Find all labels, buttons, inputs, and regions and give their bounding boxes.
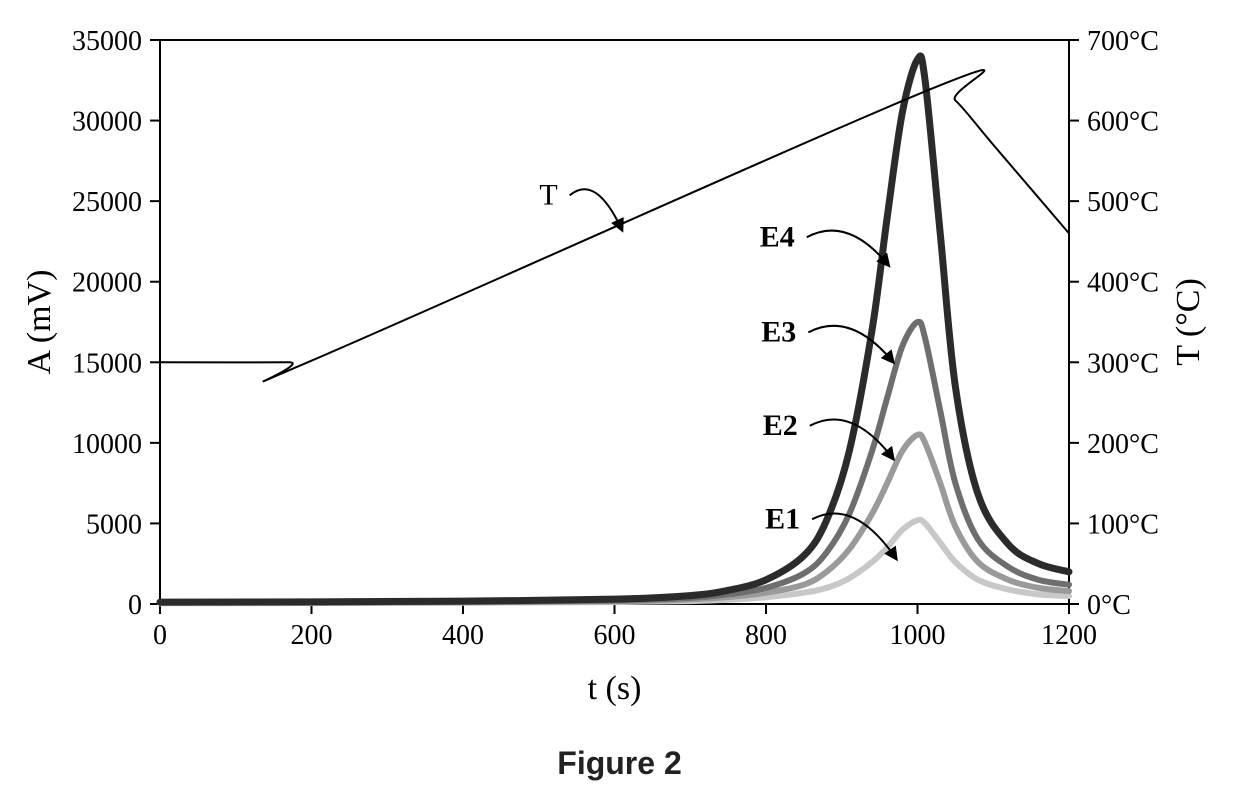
y-right-tick-label: 600°C: [1087, 107, 1159, 138]
x-tick-label: 800: [745, 620, 787, 651]
annotation-E2: E2: [763, 409, 798, 442]
annotation-T: T: [539, 178, 557, 211]
y-right-axis-label: T (°C): [1170, 278, 1207, 366]
y-left-tick-label: 0: [128, 590, 142, 621]
y-left-tick-label: 30000: [72, 107, 142, 138]
y-left-axis-label: A (mV): [21, 270, 58, 375]
y-right-tick-label: 500°C: [1087, 187, 1159, 218]
y-left-tick-label: 10000: [72, 429, 142, 460]
y-left-tick-label: 35000: [72, 26, 142, 57]
y-right-tick-label: 300°C: [1087, 348, 1159, 379]
annotation-E3: E3: [761, 315, 796, 348]
annotation-E4: E4: [760, 220, 795, 253]
figure-container: 0 200 400 600 800 1000 1200 0 5000 10000 15000 2000…: [0, 0, 1239, 804]
y-right-tick-label: 0°C: [1087, 590, 1131, 621]
x-tick-label: 0: [153, 620, 167, 651]
y-right-tick-label: 200°C: [1087, 429, 1159, 460]
y-left-tick-label: 25000: [72, 187, 142, 218]
x-axis-label: t (s): [588, 670, 642, 707]
x-tick-label: 600: [594, 620, 636, 651]
figure-caption: Figure 2: [557, 745, 681, 781]
y-right-tick-label: 100°C: [1087, 509, 1159, 540]
x-tick-label: 400: [442, 620, 484, 651]
y-right-tick-label: 400°C: [1087, 268, 1159, 299]
annotation-E1: E1: [765, 502, 800, 535]
x-tick-label: 1000: [890, 620, 946, 651]
line-chart: 0 200 400 600 800 1000 1200 0 5000 10000 15000 2000…: [0, 0, 1239, 804]
y-left-tick-label: 15000: [72, 348, 142, 379]
x-tick-label: 200: [291, 620, 333, 651]
y-left-tick-label: 20000: [72, 268, 142, 299]
y-right-tick-label: 700°C: [1087, 26, 1159, 57]
x-tick-label: 1200: [1041, 620, 1097, 651]
y-left-tick-label: 5000: [86, 509, 142, 540]
